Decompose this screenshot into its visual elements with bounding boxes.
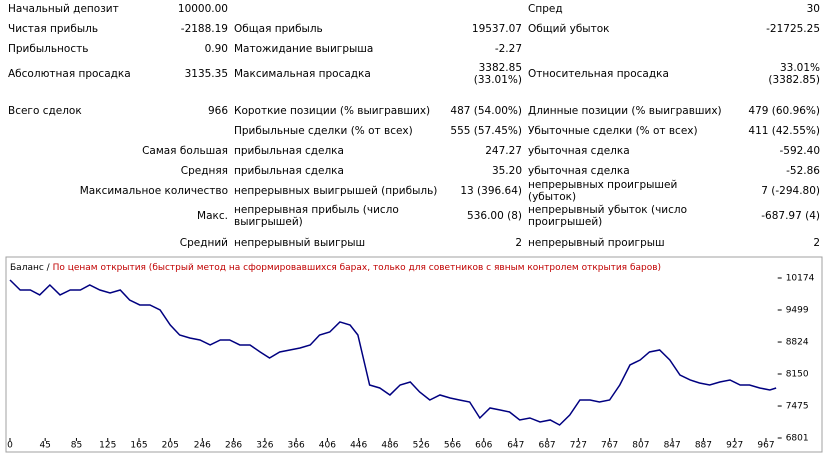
- report-cell: -592.40: [779, 145, 820, 157]
- report-cell: 247.27: [485, 145, 522, 157]
- report-cell: -687.97 (4): [761, 210, 820, 222]
- x-tick-label: 526: [413, 441, 430, 451]
- x-tick-label: 606: [475, 441, 492, 451]
- x-tick-label: 727: [570, 441, 587, 451]
- report-cell: -2188.19: [180, 23, 228, 35]
- report-cell: 555 (57.45%): [450, 125, 522, 137]
- report-cell: убыточная сделка: [528, 145, 630, 157]
- report-cell: 411 (42.55%): [748, 125, 820, 137]
- x-tick-label: 45: [39, 441, 50, 451]
- y-tick-label: 8824: [786, 338, 809, 348]
- report-cell: непрерывных выигрышей (прибыль): [234, 185, 438, 197]
- report-cell: 487 (54.00%): [450, 105, 522, 117]
- report-cell: Убыточные сделки (% от всех): [528, 125, 698, 137]
- y-tick-label: 8150: [786, 370, 809, 380]
- legend-separator: /: [47, 263, 51, 273]
- report-cell: Матожидание выигрыша: [234, 43, 374, 55]
- report-cell: непрерывный выигрыш: [234, 237, 366, 249]
- report-cell: Чистая прибыль: [8, 23, 99, 35]
- x-tick-label: 246: [194, 441, 211, 451]
- x-tick-label: 366: [288, 441, 305, 451]
- report-cell: Спред: [528, 3, 563, 15]
- report-cell: 3135.35: [184, 68, 228, 80]
- report-cell: 13 (396.64): [460, 185, 522, 197]
- report-cell: Средний: [179, 237, 228, 249]
- x-tick-label: 165: [130, 441, 147, 451]
- x-tick-label: 887: [695, 441, 712, 451]
- y-tick-label: 10174: [786, 273, 815, 283]
- report-cell: Общий убыток: [528, 23, 610, 35]
- report-cell: 966: [207, 105, 228, 117]
- report-cell: непрерывная прибыль (число выигрышей): [234, 204, 399, 228]
- report-cell: -21725.25: [766, 23, 820, 35]
- report-cell: 19537.07: [471, 23, 522, 35]
- x-tick-label: 205: [162, 441, 179, 451]
- x-tick-label: 85: [71, 441, 82, 451]
- y-tick-label: 6801: [786, 433, 809, 443]
- report-cell: Средняя: [180, 165, 228, 177]
- report-cell: 35.20: [491, 165, 522, 177]
- y-tick-label: 7475: [786, 402, 809, 412]
- report-cell: прибыльная сделка: [234, 165, 344, 177]
- chart-legend: Баланс / По ценам открытия (быстрый мето…: [10, 263, 661, 273]
- x-tick-label: 406: [319, 441, 336, 451]
- x-tick-label: 446: [350, 441, 367, 451]
- report-cell: 0.90: [204, 43, 228, 55]
- report-cell: непрерывный убыток (число проигрышей): [528, 204, 688, 228]
- report-cell: Короткие позиции (% выигравших): [234, 105, 431, 117]
- report-cell: -52.86: [786, 165, 820, 177]
- report-cell: прибыльная сделка: [234, 145, 344, 157]
- chart-frame: [5, 256, 823, 453]
- report-cell: Длинные позиции (% выигравших): [528, 105, 722, 117]
- report-cell: 2: [813, 237, 820, 249]
- report-cell: Абсолютная просадка: [8, 68, 131, 80]
- x-tick-label: 847: [664, 441, 681, 451]
- chart-subtitle: По ценам открытия (быстрый метод на сфор…: [53, 263, 661, 273]
- x-tick-label: 767: [601, 441, 618, 451]
- x-tick-label: 687: [538, 441, 555, 451]
- report-cell: 2: [515, 237, 522, 249]
- report-cell: Прибыльные сделки (% от всех): [234, 125, 413, 137]
- report-cell: 479 (60.96%): [748, 105, 820, 117]
- report-cell: 536.00 (8): [467, 210, 522, 222]
- x-tick-label: 486: [381, 441, 398, 451]
- y-tick-label: 9499: [786, 306, 809, 316]
- report-cell: Максимальное количество: [79, 185, 228, 197]
- report-cell: Общая прибыль: [234, 23, 323, 35]
- report-cell: -2.27: [494, 43, 522, 55]
- report-cell: Прибыльность: [8, 43, 89, 55]
- report-cell: убыточная сделка: [528, 165, 630, 177]
- report-cell: Макс.: [197, 210, 228, 222]
- x-tick-label: 927: [726, 441, 743, 451]
- legend-entry: Баланс: [10, 263, 44, 273]
- report-cell: непрерывный проигрыш: [528, 237, 665, 249]
- x-tick-label: 807: [632, 441, 649, 451]
- report-cell: 33.01% (3382.85): [768, 62, 820, 86]
- report-cell: 30: [806, 3, 820, 15]
- x-tick-label: 566: [444, 441, 461, 451]
- report-cell: 3382.85 (33.01%): [473, 62, 522, 86]
- report-cell: Самая большая: [142, 145, 228, 157]
- report-cell: 10000.00: [177, 3, 228, 15]
- x-tick-label: 967: [757, 441, 774, 451]
- x-tick-label: 326: [256, 441, 273, 451]
- x-tick-label: 125: [99, 441, 116, 451]
- report-cell: Всего сделок: [8, 105, 82, 117]
- x-tick-label: 286: [225, 441, 242, 451]
- report-cell: 7 (-294.80): [761, 185, 820, 197]
- report-cell: Максимальная просадка: [234, 68, 371, 80]
- x-tick-label: 647: [507, 441, 524, 451]
- report-cell: Относительная просадка: [528, 68, 669, 80]
- x-tick-label: 0: [7, 441, 13, 451]
- balance-line: [9, 279, 777, 426]
- report-cell: Начальный депозит: [8, 3, 119, 15]
